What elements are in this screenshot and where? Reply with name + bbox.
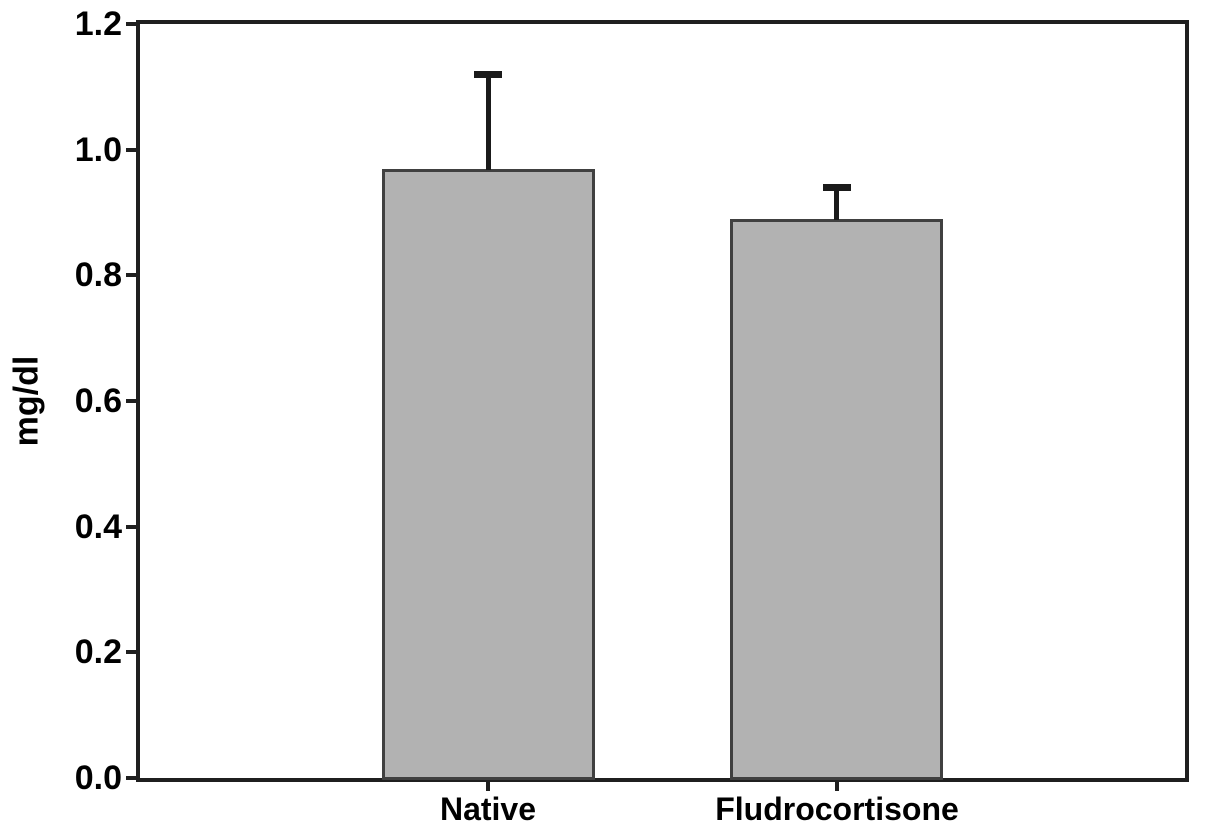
x-tick-label: Native xyxy=(439,791,537,827)
x-tick-label: Fludrocortisone xyxy=(715,791,959,827)
bar-fludrocortisone xyxy=(730,219,943,780)
error-bar-cap xyxy=(823,184,851,191)
plot-frame xyxy=(136,20,1189,782)
y-tick-label: 1.0 xyxy=(74,130,122,169)
y-tick-label: 0.2 xyxy=(74,633,122,672)
y-tick-mark xyxy=(126,650,136,655)
error-bar-cap xyxy=(474,71,502,78)
y-tick-label: 0.4 xyxy=(74,507,122,546)
y-tick-label: 0.0 xyxy=(74,759,122,797)
y-tick-label: 0.8 xyxy=(74,256,122,295)
y-tick-label: 0.6 xyxy=(74,382,122,420)
y-tick-mark xyxy=(126,524,136,529)
y-tick-mark xyxy=(126,776,136,780)
y-tick-label: 1.2 xyxy=(74,5,122,43)
bar-native xyxy=(382,169,595,780)
y-tick-mark xyxy=(126,147,136,152)
x-tick-mark xyxy=(486,782,490,791)
error-bar-stem xyxy=(834,187,839,220)
y-tick-mark xyxy=(126,399,136,403)
y-tick-mark xyxy=(126,22,136,26)
y-tick-mark xyxy=(126,273,136,278)
error-bar-stem xyxy=(486,74,491,170)
x-tick-mark xyxy=(835,782,839,791)
